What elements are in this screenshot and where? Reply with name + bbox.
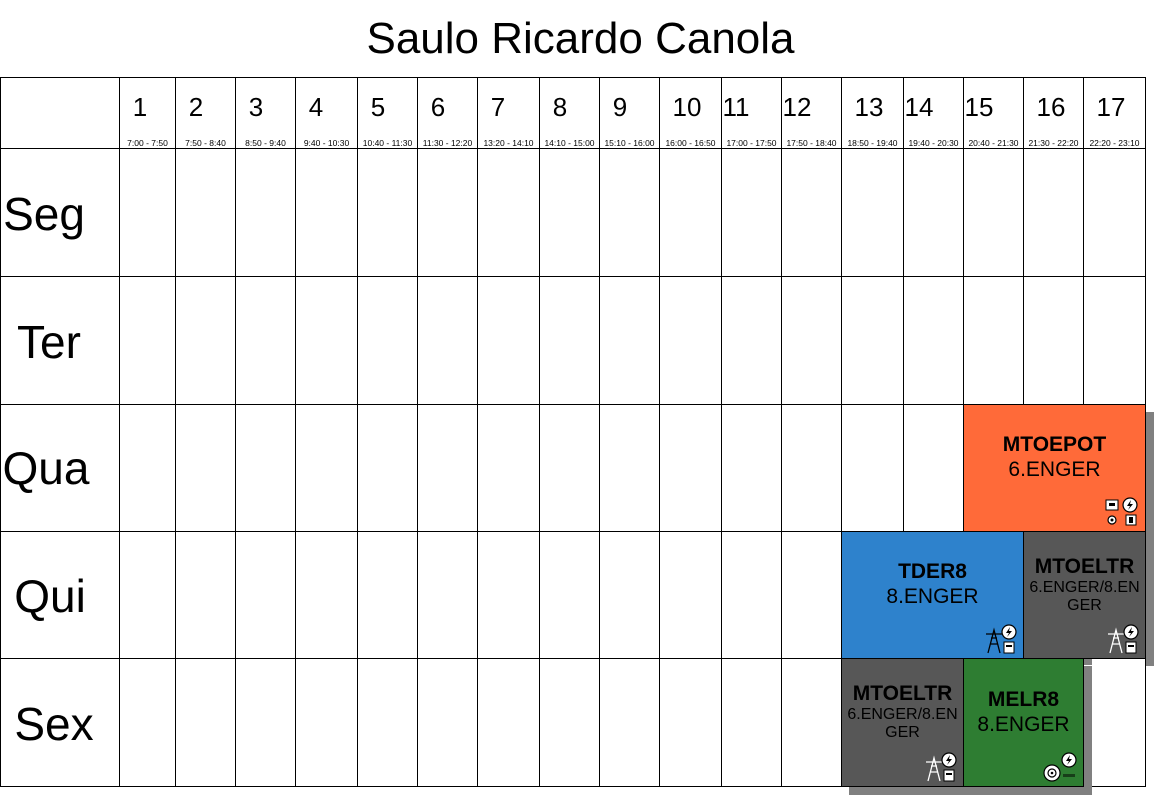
slot-number: 5 (370, 92, 386, 122)
grid-line (417, 77, 418, 787)
class-code: MTOELTR (1034, 554, 1135, 578)
grid-line (357, 77, 358, 787)
class-block-mtoeltr-qui[interactable]: MTOELTR 6.ENGER/8.ENGER (1023, 531, 1146, 659)
slot-number: 9 (612, 92, 628, 122)
slot-time: 11:30 - 12:20 (422, 138, 473, 148)
grid-line (599, 77, 600, 787)
day-label-ter: Ter (17, 316, 81, 368)
slot-time: 17:00 - 17:50 (726, 138, 777, 148)
grid-line (0, 658, 1146, 659)
grid-line (0, 276, 1146, 277)
class-group: 6.ENGER/8.ENGER (1029, 578, 1140, 614)
slot-number: 3 (248, 92, 264, 122)
grid-line (0, 77, 1, 787)
slot-time: 21:30 - 22:20 (1028, 138, 1079, 148)
slot-number: 2 (188, 92, 204, 122)
grid-line (659, 77, 660, 787)
slot-time: 17:50 - 18:40 (786, 138, 837, 148)
grid-line (175, 77, 176, 787)
class-group: 6.ENGER (1008, 458, 1101, 481)
slot-number: 1 (132, 92, 148, 122)
grid-line (235, 77, 236, 787)
grid-line (0, 148, 1146, 149)
slot-time: 16:00 - 16:50 (665, 138, 716, 148)
slot-number: 7 (490, 92, 506, 122)
slot-time: 7:50 - 8:40 (185, 138, 226, 148)
class-block-mtoepot[interactable]: MTOEPOT 6.ENGER (963, 404, 1146, 532)
slot-time: 19:40 - 20:30 (908, 138, 959, 148)
day-label-seg: Seg (3, 188, 85, 240)
class-group: 6.ENGER/8.ENGER (847, 706, 958, 741)
slot-number: 6 (430, 92, 446, 122)
slot-number: 16 (1036, 92, 1066, 122)
slot-number: 13 (854, 92, 884, 122)
transmission-tower-icon (926, 752, 957, 782)
class-block-melr8[interactable]: MELR8 8.ENGER (963, 658, 1084, 787)
grid-line (0, 404, 1146, 405)
block-shadow (849, 787, 1092, 795)
slot-number: 17 (1096, 92, 1126, 122)
grid-line (0, 77, 1146, 78)
power-plant-icon (1105, 497, 1138, 526)
grid-line (903, 77, 904, 787)
grid-line (119, 77, 120, 787)
slot-time: 9:40 - 10:30 (303, 138, 350, 148)
grid-line (295, 77, 296, 787)
block-shadow (1146, 412, 1154, 666)
page-title: Saulo Ricardo Canola (366, 14, 795, 63)
slot-number: 11 (722, 92, 750, 122)
slot-time: 10:40 - 11:30 (362, 138, 413, 148)
slot-time: 22:20 - 23:10 (1089, 138, 1140, 148)
slot-number: 14 (904, 92, 934, 122)
class-code: TDER8 (898, 560, 967, 583)
grid-line (539, 77, 540, 787)
day-label-qua: Qua (2, 442, 90, 494)
slot-time: 8:50 - 9:40 (245, 138, 286, 148)
class-code: MELR8 (987, 687, 1060, 711)
slot-time: 18:50 - 19:40 (847, 138, 898, 148)
grid-line (781, 77, 782, 787)
block-shadow (1084, 659, 1092, 665)
block-shadow (1084, 666, 1092, 788)
slot-time: 14:10 - 15:00 (544, 138, 595, 148)
day-label-qui: Qui (14, 570, 86, 622)
electric-motor-icon (1043, 752, 1077, 782)
transmission-tower-icon (1108, 624, 1139, 654)
slot-time: 15:10 - 16:00 (604, 138, 655, 148)
grid-line (721, 77, 722, 787)
slot-number: 12 (782, 92, 812, 122)
transmission-tower-icon (986, 624, 1017, 654)
day-label-sex: Sex (14, 698, 94, 750)
grid-line (477, 77, 478, 787)
class-block-mtoeltr-sex[interactable]: MTOELTR 6.ENGER/8.ENGER (841, 658, 964, 787)
slot-number: 8 (552, 92, 568, 122)
slot-time: 13:20 - 14:10 (483, 138, 534, 148)
slot-number: 15 (964, 92, 994, 122)
grid-line (0, 786, 1146, 787)
grid-line (841, 77, 842, 787)
class-block-tder8[interactable]: TDER8 8.ENGER (841, 531, 1024, 659)
class-group: 8.ENGER (886, 585, 979, 608)
slot-time: 20:40 - 21:30 (968, 138, 1019, 148)
grid-line (0, 531, 1146, 532)
class-code: MTOELTR (852, 682, 953, 705)
class-code: MTOEPOT (1002, 433, 1107, 456)
slot-number: 10 (672, 92, 702, 122)
class-group: 8.ENGER (977, 712, 1070, 736)
slot-number: 4 (308, 92, 324, 122)
slot-time: 7:00 - 7:50 (127, 138, 168, 148)
